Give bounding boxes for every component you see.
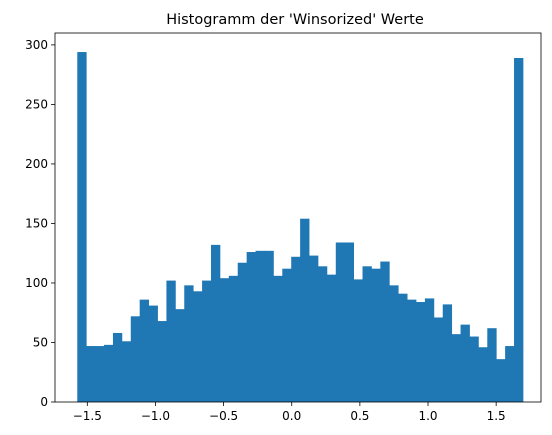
histogram-bar: [380, 261, 390, 402]
histogram-bar: [255, 250, 265, 402]
histogram-bar: [86, 346, 96, 402]
histogram-bar: [193, 291, 203, 402]
histogram-bar: [442, 304, 453, 402]
histogram-bar: [398, 293, 408, 402]
histogram-bar: [95, 346, 105, 402]
axes-group: −1.5 −1.0 −0.5 0.0 0.5 1.0 1.5 0 50 100 150 200 250 3…: [25, 32, 542, 423]
histogram-bar: [460, 324, 470, 402]
histogram-bar: [433, 317, 444, 402]
histogram-bar: [282, 268, 292, 402]
histogram-bar: [344, 242, 355, 402]
y-tick-label: 200: [25, 157, 48, 171]
histogram-bar: [237, 262, 248, 402]
x-tick-label: 1.0: [418, 409, 437, 423]
histogram-bar: [166, 280, 176, 402]
histogram-bar: [469, 336, 479, 402]
histogram-bar: [407, 299, 417, 402]
histogram-bar: [487, 328, 497, 402]
histogram-bar: [415, 302, 426, 402]
histogram-bar: [309, 255, 319, 402]
x-tick-label: −1.5: [73, 409, 102, 423]
histogram-bar: [112, 332, 123, 402]
histogram-bar: [273, 275, 283, 402]
x-tick-label: 1.5: [487, 409, 506, 423]
histogram-bar: [202, 280, 212, 402]
histogram-bar: [148, 305, 158, 402]
histogram-bar: [353, 279, 363, 402]
histogram-bar: [505, 346, 515, 402]
histogram-bar: [326, 274, 337, 402]
histogram-bar: [184, 285, 194, 402]
y-tick-label: 50: [33, 335, 48, 349]
y-tick-label: 0: [40, 395, 48, 409]
histogram-bar: [424, 298, 435, 402]
x-tick-label: −0.5: [209, 409, 238, 423]
y-tick-label: 100: [25, 276, 48, 290]
histogram-bar: [104, 344, 114, 402]
histogram-bar: [300, 218, 310, 402]
histogram-bar: [291, 256, 301, 402]
histogram-bar: [496, 359, 506, 402]
histogram-bar: [157, 321, 167, 402]
histogram-bar: [451, 334, 461, 402]
histogram-bar: [478, 347, 488, 402]
histogram-bar: [219, 278, 230, 402]
histogram-bar: [317, 266, 328, 402]
x-tick-label: 0.0: [282, 409, 301, 423]
x-tick-label: −1.0: [141, 409, 170, 423]
histogram-bar: [210, 244, 221, 402]
histogram-bar: [362, 266, 372, 402]
histogram-bar: [130, 316, 141, 402]
histogram-bar: [514, 57, 524, 403]
y-tick-label: 250: [25, 97, 48, 111]
chart-title: Histogramm der 'Winsorized' Werte: [166, 12, 424, 28]
histogram-bar: [264, 250, 274, 402]
histogram-bar: [371, 268, 381, 402]
histogram-bar: [139, 299, 150, 402]
histogram-bar: [389, 285, 399, 402]
y-tick-label: 150: [25, 216, 48, 230]
histogram-bar: [175, 309, 185, 402]
x-tick-label: 0.5: [350, 409, 369, 423]
plot-frame: [54, 32, 542, 403]
bars-group: [77, 52, 524, 403]
y-tick-label: 300: [25, 38, 48, 52]
histogram-bar: [77, 52, 87, 402]
histogram-bar: [335, 242, 346, 402]
histogram-bar: [228, 275, 239, 402]
histogram-bar: [246, 252, 256, 402]
histogram-bar: [121, 341, 132, 402]
